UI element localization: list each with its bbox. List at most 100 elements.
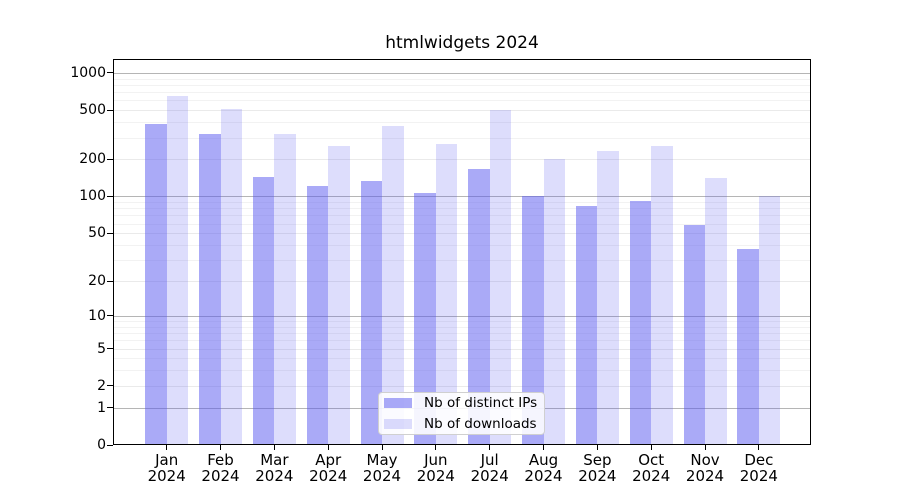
x-tick-label-feb: Feb 2024	[201, 451, 240, 485]
bar-distinct-ips-mar	[252, 176, 275, 444]
gridline-50	[114, 233, 810, 235]
y-tick-label: 1	[97, 399, 106, 416]
bar-downloads-mar	[274, 133, 296, 444]
y-tick-label: 200	[79, 151, 106, 168]
x-tick-mark	[758, 445, 760, 450]
bar-downloads-nov	[705, 178, 727, 444]
gridline-minor	[114, 340, 810, 342]
legend-label-distinct-ips: Nb of distinct IPs	[424, 395, 538, 411]
bar-distinct-ips-jun	[414, 193, 436, 444]
y-tick-mark	[107, 72, 113, 74]
legend-swatch-downloads	[384, 419, 412, 429]
gridline-minor	[114, 78, 810, 80]
y-tick-mark	[107, 348, 113, 349]
gridline-200	[114, 159, 810, 161]
y-tick-mark	[107, 407, 113, 409]
gridline-minor	[114, 137, 810, 139]
gridline-minor	[114, 223, 810, 225]
bar-downloads-feb	[220, 108, 243, 444]
bar-distinct-ips-dec	[737, 249, 759, 444]
gridline-1000	[114, 72, 810, 74]
gridline-minor	[114, 84, 810, 86]
bar-distinct-ips-nov	[683, 225, 705, 444]
bar-distinct-ips-sep	[575, 205, 598, 444]
legend: Nb of distinct IPs Nb of downloads	[378, 392, 545, 435]
gridline-5	[114, 348, 810, 350]
bar-distinct-ips-may	[360, 180, 383, 444]
gridline-500	[114, 110, 810, 112]
bar-distinct-ips-apr	[306, 186, 329, 444]
x-tick-label-oct: Oct 2024	[632, 451, 671, 485]
bar-downloads-apr	[328, 145, 350, 444]
gridline-20	[114, 281, 810, 283]
bar-distinct-ips-feb	[199, 133, 221, 444]
x-tick-label-dec: Dec 2024	[739, 451, 778, 485]
y-tick-mark	[107, 385, 113, 387]
y-tick-label: 2	[97, 377, 106, 394]
bar-distinct-ips-aug	[522, 195, 544, 444]
x-tick-label-apr: Apr 2024	[309, 451, 348, 485]
x-tick-mark	[650, 445, 652, 450]
legend-swatch-distinct-ips	[384, 398, 412, 408]
x-tick-label-may: May 2024	[362, 451, 402, 485]
x-tick-mark	[596, 445, 598, 450]
bar-distinct-ips-jul	[468, 169, 490, 444]
gridline-10	[114, 315, 810, 317]
x-tick-label-nov: Nov 2024	[685, 451, 725, 485]
y-tick-mark	[107, 232, 113, 234]
x-tick-label-jan: Jan 2024	[147, 451, 186, 485]
gridline-minor	[114, 326, 810, 328]
gridline-minor	[114, 333, 810, 335]
plot-area	[113, 59, 811, 445]
bar-downloads-jul	[489, 110, 512, 444]
y-tick-mark	[107, 109, 113, 111]
bar-downloads-jun	[435, 144, 458, 444]
bar-downloads-jan	[166, 95, 189, 444]
bar-distinct-ips-jan	[145, 123, 167, 444]
bar-downloads-sep	[597, 150, 619, 444]
gridline-minor	[114, 321, 810, 322]
y-tick-label: 100	[79, 188, 106, 205]
legend-item-downloads: Nb of downloads	[384, 416, 538, 432]
x-tick-mark	[327, 445, 329, 450]
bar-downloads-dec	[758, 195, 781, 444]
gridline-minor	[114, 245, 810, 246]
x-tick-mark	[489, 445, 491, 450]
y-tick-label: 20	[88, 273, 106, 290]
y-tick-label: 50	[88, 225, 106, 242]
gridline-minor	[114, 100, 810, 102]
x-tick-mark	[220, 445, 222, 450]
chart-title: htmlwidgets 2024	[385, 33, 539, 53]
legend-item-distinct-ips: Nb of distinct IPs	[384, 395, 538, 411]
gridline-minor	[114, 208, 810, 210]
bar-downloads-oct	[651, 145, 673, 444]
gridline-2	[114, 385, 810, 387]
gridline-minor	[114, 122, 810, 124]
x-tick-label-jun: Jun 2024	[416, 451, 455, 485]
bar-distinct-ips-oct	[629, 200, 652, 444]
gridline-minor	[114, 215, 810, 217]
y-tick-mark	[107, 444, 113, 446]
y-tick-label: 500	[79, 102, 106, 119]
gridline-minor	[114, 260, 810, 262]
x-tick-mark	[166, 445, 168, 450]
x-tick-mark	[543, 445, 544, 450]
x-tick-mark	[273, 445, 275, 450]
y-tick-mark	[107, 195, 113, 197]
bar-downloads-may	[382, 126, 404, 444]
y-tick-mark	[107, 315, 113, 317]
x-tick-label-jul: Jul 2024	[470, 451, 509, 485]
gridline-minor	[114, 370, 810, 372]
y-tick-label: 1000	[70, 64, 106, 81]
x-tick-mark	[435, 445, 437, 450]
gridline-minor	[114, 92, 810, 94]
gridline-minor	[114, 202, 810, 204]
bar-downloads-aug	[543, 159, 565, 444]
legend-label-downloads: Nb of downloads	[424, 416, 537, 432]
gridline-100	[114, 196, 810, 198]
x-tick-mark	[381, 445, 383, 450]
y-tick-label: 0	[97, 437, 106, 453]
x-tick-label-sep: Sep 2024	[578, 451, 617, 485]
x-tick-mark	[704, 445, 706, 450]
